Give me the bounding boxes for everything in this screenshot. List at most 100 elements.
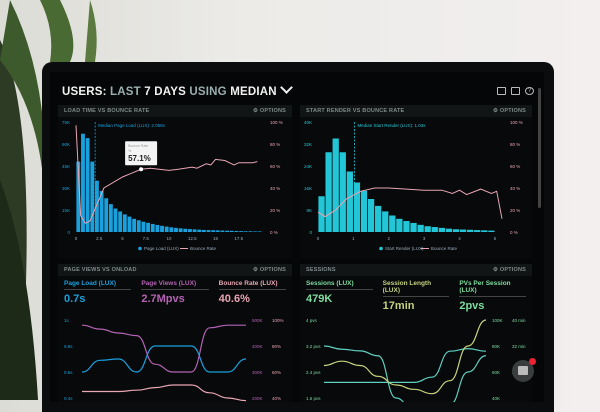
bar[interactable] [127,216,132,232]
bar[interactable] [488,230,495,232]
legend-bar-swatch [138,246,142,251]
kpi[interactable]: Page Load (LUX) 0.7s [64,280,132,305]
options-button[interactable]: ⚙ OPTIONS [252,267,286,273]
bar[interactable] [141,221,146,232]
axis-tick-label: 32 min [512,344,526,349]
bar[interactable] [90,161,95,232]
options-button[interactable]: ⚙ OPTIONS [492,267,526,273]
bar[interactable] [169,227,174,232]
bar[interactable] [417,224,424,232]
chevron-down-icon[interactable] [279,81,293,94]
bar[interactable] [452,229,460,232]
axis-tick-label: 80% [272,344,281,349]
bar[interactable] [95,180,99,232]
bar[interactable] [99,190,104,232]
bar[interactable] [113,208,118,232]
y-tick-label: 45K [62,164,70,169]
x-tick-label: 17.5 [234,236,243,241]
bar[interactable] [76,161,81,232]
chat-button[interactable] [512,358,536,382]
bar[interactable] [367,199,375,232]
bar[interactable] [155,224,160,232]
bar[interactable] [81,133,85,232]
kpi[interactable]: Page Views (LUX) 2.7Mpvs [141,280,209,305]
bar[interactable] [220,230,225,232]
options-label: OPTIONS [499,108,526,114]
bar[interactable] [192,229,197,232]
panel-page-views: PAGE VIEWS VS ONLOAD ⚙ OPTIONS Page Load (… [58,264,292,402]
bar[interactable] [136,220,141,232]
bar[interactable] [85,138,90,232]
bar[interactable] [410,222,417,232]
bar[interactable] [122,214,127,232]
bar[interactable] [248,231,253,232]
panel-load-time: LOAD TIME VS BOUNCE RATE ⚙ OPTIONS 0 15K 30K… [58,105,292,258]
bar[interactable] [146,222,150,232]
bar[interactable] [346,171,353,233]
panel-header: START RENDER VS BOUNCE RATE ⚙ OPTIONS [300,105,532,117]
bar[interactable] [239,231,243,232]
bar[interactable] [339,152,346,232]
bar[interactable] [431,227,438,232]
tooltip-point[interactable] [139,167,144,172]
bar[interactable] [150,223,155,232]
bar[interactable] [201,229,206,232]
bar[interactable] [174,227,178,232]
bar[interactable] [188,229,192,232]
chart-pageviews: 1s 0.8s 0.6s 0.4s 500K 400K 300K 200K 100% 80% 60%… [64,318,284,402]
bar[interactable] [445,228,453,232]
help-icon[interactable]: ? [525,87,534,95]
kpi[interactable]: Session Length (LUX) 17min [382,280,450,312]
bar[interactable] [132,218,137,232]
kpi[interactable]: Sessions (LUX) 479K [306,280,373,312]
bar[interactable] [396,218,403,232]
bar[interactable] [243,231,248,232]
scrollbar[interactable] [538,88,541,208]
bar[interactable] [332,138,339,233]
bar[interactable] [108,204,113,232]
kpi[interactable]: PVs Per Session (LUX) 2pvs [459,280,527,312]
bar[interactable] [211,230,216,232]
bar[interactable] [360,190,368,232]
axis-tick-label: 400K [252,344,263,349]
notification-badge [529,358,536,365]
bar[interactable] [206,230,211,232]
bar[interactable] [197,229,202,232]
bar[interactable] [253,231,257,232]
bar[interactable] [438,227,445,232]
bar[interactable] [215,230,220,232]
bar[interactable] [382,211,389,232]
bar[interactable] [229,230,234,232]
bar[interactable] [403,221,410,232]
kpi-label: Session Length (LUX) [382,280,450,297]
options-button[interactable]: ⚙ OPTIONS [492,108,526,114]
bar[interactable] [104,198,109,232]
bar[interactable] [375,205,382,232]
bar[interactable] [160,225,164,232]
page-title[interactable]: USERS: LAST 7 DAYS USING MEDIAN [62,81,293,98]
kpi-row: Page Load (LUX) 0.7s Page Views (LUX) 2.7Mp… [64,280,286,305]
bar[interactable] [459,229,467,232]
bar[interactable] [118,211,123,232]
bar[interactable] [467,229,474,232]
bar[interactable] [183,228,188,232]
panel-title: START RENDER VS BOUNCE RATE [306,108,405,114]
bar[interactable] [225,230,230,232]
image-icon[interactable] [511,87,520,95]
bar[interactable] [353,182,361,233]
x-tick-label: 2 [388,236,391,241]
bar[interactable] [389,215,396,233]
bar[interactable] [178,228,183,232]
bar[interactable] [325,152,332,232]
bar[interactable] [164,226,169,232]
bar[interactable] [481,230,488,232]
monitor-icon[interactable] [497,87,506,95]
axis-tick-label: 100% [272,318,284,323]
options-button[interactable]: ⚙ OPTIONS [252,108,286,114]
bar[interactable] [257,231,262,232]
kpi[interactable]: Bounce Rate (LUX) 40.6% [218,280,286,305]
bar[interactable] [424,226,431,232]
bar[interactable] [474,230,481,232]
bar[interactable] [234,230,239,232]
series-line [323,345,487,402]
